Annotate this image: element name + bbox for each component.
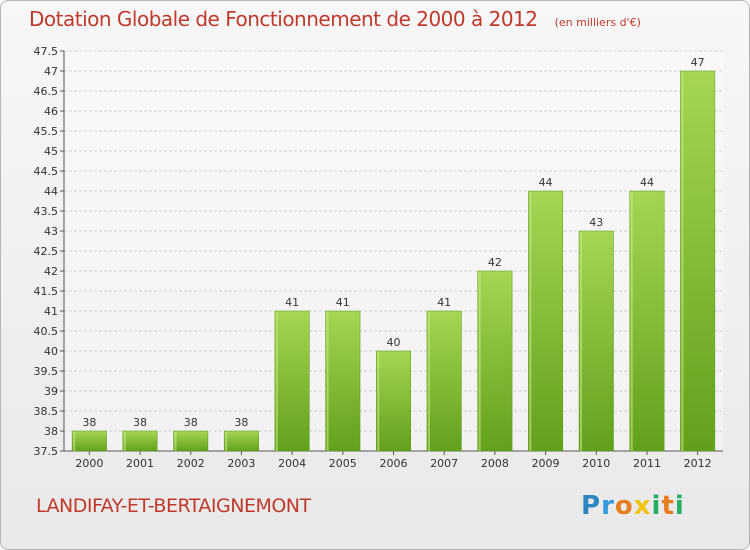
bar-highlight: [427, 312, 430, 451]
y-tick-label: 38.5: [34, 405, 59, 418]
bar-2010: [578, 230, 614, 452]
bar-2006: [376, 350, 411, 452]
bar-2000: [71, 430, 107, 452]
y-tick-label: 45.5: [34, 125, 59, 138]
chart-title: Dotation Globale de Fonctionnement de 20…: [29, 7, 538, 31]
x-tick-label: 2006: [380, 457, 408, 470]
x-tick-label: 2003: [227, 457, 255, 470]
value-label: 38: [234, 416, 248, 429]
x-tick-label: 2000: [75, 457, 103, 470]
x-tick-label: 2009: [532, 457, 560, 470]
bar-highlight: [73, 432, 76, 451]
y-tick-label: 39.5: [34, 365, 59, 378]
x-tick-label: 2005: [329, 457, 357, 470]
value-label: 42: [488, 256, 502, 269]
value-label: 44: [539, 176, 553, 189]
bar-2011: [629, 190, 665, 452]
bar-2004: [274, 310, 310, 452]
y-tick-label: 47: [44, 65, 58, 78]
bar-2003: [223, 430, 259, 452]
y-tick-label: 41: [44, 305, 58, 318]
logo-letter: i: [651, 491, 662, 521]
x-tick-label: 2007: [430, 457, 458, 470]
value-label: 38: [184, 416, 198, 429]
bar-highlight: [275, 312, 278, 451]
y-tick-label: 42.5: [34, 245, 59, 258]
logo-letter: o: [614, 491, 634, 521]
chart-subtitle: (en milliers d'€): [554, 16, 641, 29]
value-label: 44: [640, 176, 654, 189]
y-tick-label: 40.5: [34, 325, 59, 338]
value-label: 41: [336, 296, 350, 309]
y-tick-label: 39: [44, 385, 58, 398]
y-tick-label: 40: [44, 345, 58, 358]
y-tick-label: 44.5: [34, 165, 59, 178]
x-tick-label: 2004: [278, 457, 306, 470]
logo-letter: P: [581, 491, 602, 521]
y-tick-label: 47.5: [34, 45, 59, 58]
x-tick-label: 2011: [633, 457, 661, 470]
y-tick-label: 46.5: [34, 85, 59, 98]
title-row: Dotation Globale de Fonctionnement de 20…: [29, 7, 641, 31]
bar-highlight: [529, 192, 532, 451]
logo-letter: x: [633, 491, 652, 521]
value-label: 43: [589, 216, 603, 229]
bar-2009: [528, 190, 564, 452]
bar-highlight: [326, 312, 329, 451]
y-tick-label: 43: [44, 225, 58, 238]
y-tick-label: 44: [44, 185, 58, 198]
value-label: 38: [133, 416, 147, 429]
bar-2005: [325, 310, 361, 452]
bar-2001: [122, 430, 158, 452]
logo-letter: t: [661, 491, 675, 521]
place-name: LANDIFAY-ET-BERTAIGNEMONT: [36, 495, 311, 517]
bar-highlight: [681, 72, 684, 451]
value-label: 41: [437, 296, 451, 309]
bar-highlight: [377, 352, 380, 451]
x-tick-label: 2008: [481, 457, 509, 470]
x-tick-label: 2012: [684, 457, 712, 470]
bar-highlight: [225, 432, 228, 451]
bar-highlight: [478, 272, 481, 451]
bar-highlight: [123, 432, 126, 451]
value-label: 47: [691, 56, 705, 69]
value-label: 40: [387, 336, 401, 349]
bar-2007: [426, 310, 462, 452]
y-tick-label: 46: [44, 105, 58, 118]
x-tick-label: 2010: [582, 457, 610, 470]
x-tick-label: 2002: [177, 457, 205, 470]
bar-2002: [173, 430, 209, 452]
x-tick-label: 2001: [126, 457, 154, 470]
y-tick-label: 45: [44, 145, 58, 158]
bar-2008: [477, 270, 513, 452]
proxiti-logo: Proxiti: [581, 491, 685, 521]
bar-highlight: [174, 432, 177, 451]
bar-2012: [680, 70, 716, 452]
y-tick-label: 37.5: [34, 445, 59, 458]
bar-highlight: [580, 232, 583, 451]
y-tick-label: 43.5: [34, 205, 59, 218]
value-label: 41: [285, 296, 299, 309]
logo-letter: i: [674, 491, 685, 521]
y-tick-label: 38: [44, 425, 58, 438]
value-label: 38: [82, 416, 96, 429]
logo-letter: r: [601, 491, 615, 521]
y-tick-label: 42: [44, 265, 58, 278]
bar-highlight: [630, 192, 633, 451]
y-tick-label: 41.5: [34, 285, 59, 298]
